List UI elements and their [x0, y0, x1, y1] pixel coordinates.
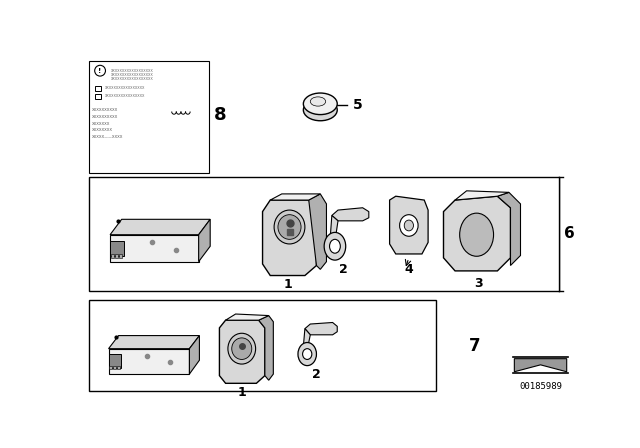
Text: XXXXXXXXXXXXXXXXXX: XXXXXXXXXXXXXXXXXX	[111, 77, 154, 81]
Ellipse shape	[399, 215, 418, 236]
Polygon shape	[330, 215, 338, 236]
Ellipse shape	[228, 333, 255, 364]
Bar	[109, 354, 121, 368]
Bar	[115, 254, 118, 258]
Text: 5: 5	[353, 99, 362, 112]
Polygon shape	[305, 323, 337, 335]
Text: 8: 8	[214, 106, 227, 125]
Polygon shape	[262, 200, 316, 276]
Bar	[90, 300, 436, 391]
Text: 2: 2	[312, 368, 321, 381]
Ellipse shape	[330, 239, 340, 253]
Text: XXXXXXXXXXXXXXXXX: XXXXXXXXXXXXXXXXX	[105, 86, 145, 90]
Polygon shape	[390, 196, 428, 254]
Polygon shape	[110, 220, 210, 235]
Polygon shape	[198, 220, 210, 262]
Polygon shape	[303, 329, 310, 346]
Text: XXXXXXXXXX: XXXXXXXXXX	[92, 115, 118, 119]
Polygon shape	[109, 349, 189, 374]
Bar	[95, 94, 101, 99]
Ellipse shape	[303, 349, 312, 359]
Text: 6: 6	[564, 226, 574, 241]
Bar	[90, 177, 559, 291]
Text: 7: 7	[468, 337, 480, 355]
Ellipse shape	[324, 233, 346, 260]
Bar	[90, 61, 209, 173]
Ellipse shape	[278, 215, 301, 239]
Ellipse shape	[310, 97, 326, 106]
Polygon shape	[515, 359, 566, 372]
Ellipse shape	[298, 343, 316, 366]
Text: XXXXXXXXXX: XXXXXXXXXX	[92, 108, 118, 112]
Text: !: !	[99, 68, 102, 74]
Polygon shape	[220, 320, 265, 383]
Text: XXXXXXXXXXXXXXXXX: XXXXXXXXXXXXXXXXX	[105, 94, 145, 98]
Bar	[111, 254, 114, 258]
Polygon shape	[259, 315, 273, 380]
Polygon shape	[189, 336, 200, 374]
Polygon shape	[455, 191, 509, 200]
Polygon shape	[497, 192, 520, 266]
Ellipse shape	[460, 213, 493, 256]
Text: 00185989: 00185989	[519, 382, 562, 391]
Polygon shape	[332, 208, 369, 221]
Text: 1: 1	[284, 278, 292, 291]
Text: 2: 2	[339, 263, 348, 276]
Polygon shape	[109, 336, 200, 349]
Bar	[118, 254, 122, 258]
Polygon shape	[110, 235, 198, 262]
Text: XXXXXXXX: XXXXXXXX	[92, 129, 113, 133]
Ellipse shape	[303, 93, 337, 115]
Ellipse shape	[232, 338, 252, 359]
Text: 4: 4	[404, 263, 413, 276]
Text: XXXXX——XXXX: XXXXX——XXXX	[92, 135, 124, 139]
Ellipse shape	[274, 210, 305, 244]
Bar	[117, 366, 120, 370]
Ellipse shape	[404, 220, 413, 231]
Polygon shape	[225, 314, 269, 320]
Polygon shape	[444, 196, 511, 271]
Bar	[109, 366, 113, 370]
Text: XXXXXXXXXXXXXXXXXX: XXXXXXXXXXXXXXXXXX	[111, 69, 154, 73]
Text: XXXXXXXXXXXXXXXXXX: XXXXXXXXXXXXXXXXXX	[111, 73, 154, 77]
Bar	[113, 366, 116, 370]
Bar	[95, 86, 101, 91]
Ellipse shape	[303, 99, 337, 121]
Text: 3: 3	[474, 277, 483, 290]
Text: XXXXXXX: XXXXXXX	[92, 121, 111, 125]
Bar	[110, 241, 124, 256]
Text: 1: 1	[237, 386, 246, 399]
Polygon shape	[308, 194, 326, 269]
Polygon shape	[270, 194, 320, 200]
